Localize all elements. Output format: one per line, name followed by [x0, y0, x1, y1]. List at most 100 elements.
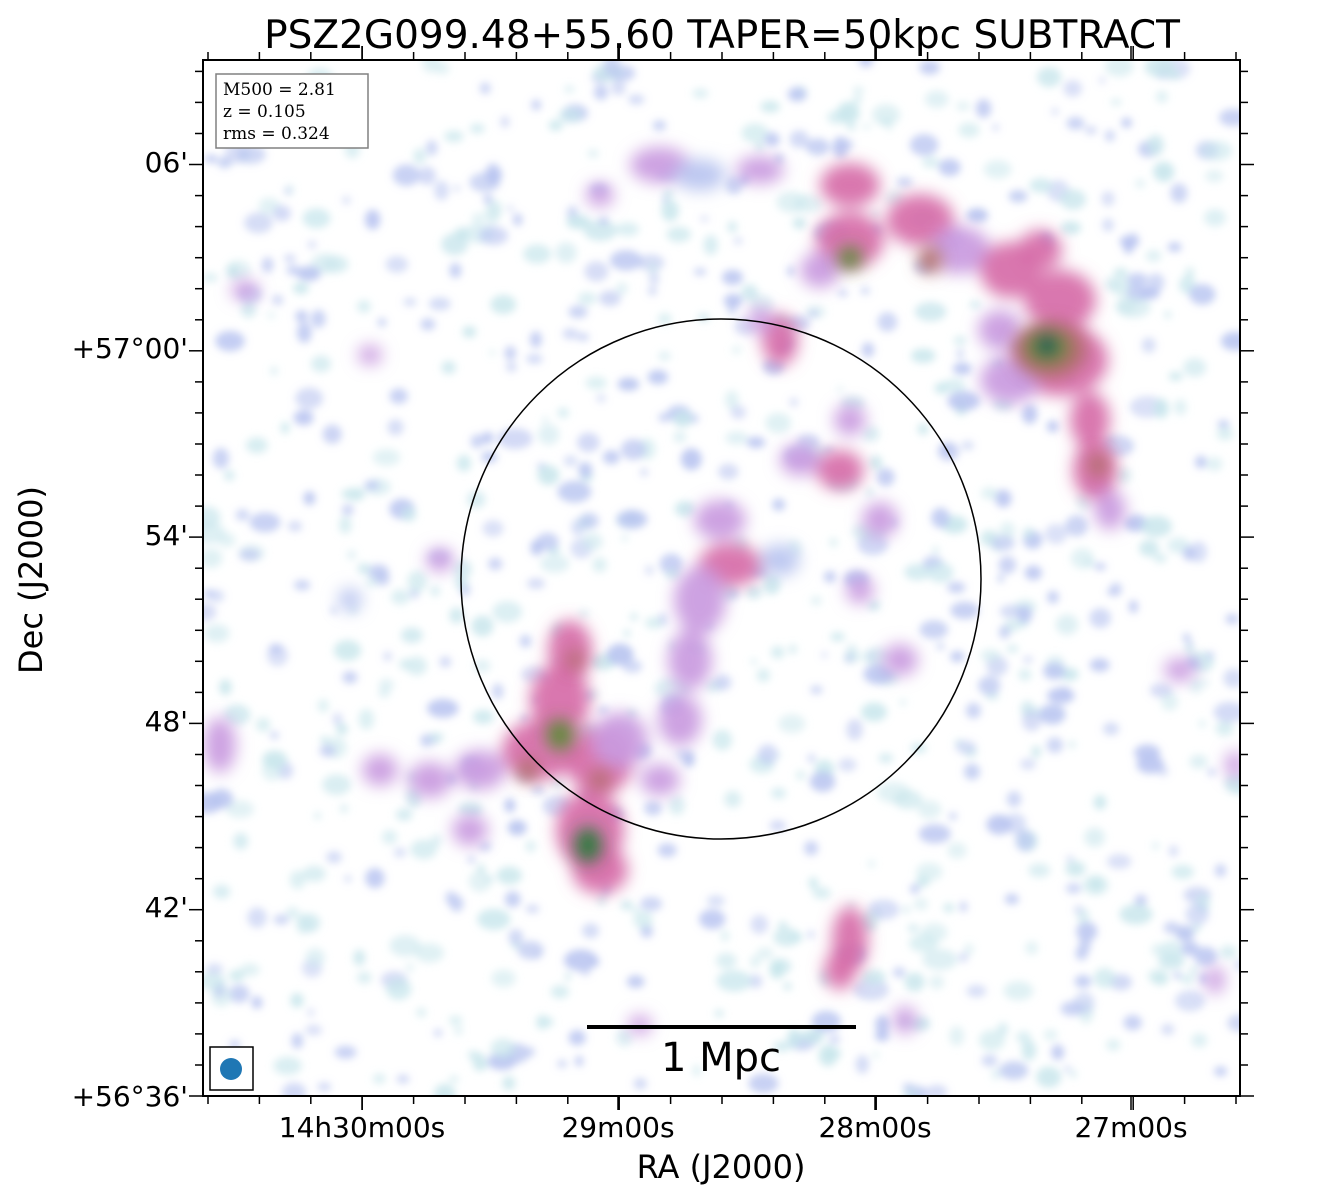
noise-blob — [338, 516, 352, 534]
noise-blob — [597, 706, 609, 714]
noise-blob — [934, 382, 949, 395]
noise-blob — [577, 432, 600, 453]
noise-blob — [504, 798, 516, 813]
noise-blob — [777, 921, 788, 930]
noise-blob — [837, 386, 844, 393]
noise-blob — [808, 309, 819, 318]
noise-blob — [548, 120, 563, 131]
noise-blob — [661, 196, 668, 204]
noise-blob — [462, 326, 477, 338]
emission-peak — [590, 770, 610, 790]
noise-blob — [358, 708, 375, 730]
noise-blob — [280, 421, 290, 434]
noise-blob — [693, 268, 707, 276]
noise-blob — [966, 208, 989, 223]
noise-blob — [477, 863, 485, 874]
x-tick-label: 27m00s — [1074, 1111, 1187, 1144]
noise-blob — [1129, 232, 1138, 241]
noise-blob — [993, 124, 999, 131]
noise-blob — [430, 834, 443, 848]
noise-blob — [666, 226, 692, 243]
noise-blob — [837, 101, 860, 124]
noise-blob — [295, 310, 308, 323]
noise-blob — [261, 759, 283, 781]
noise-blob — [507, 819, 527, 836]
noise-blob — [1022, 710, 1042, 732]
noise-blob — [602, 450, 620, 465]
noise-blob — [844, 650, 862, 663]
noise-blob — [255, 717, 271, 732]
noise-blob — [1183, 546, 1196, 561]
noise-blob — [1144, 60, 1175, 78]
noise-blob — [741, 284, 759, 301]
noise-blob — [712, 729, 733, 751]
emission-blob — [1164, 658, 1196, 682]
emission-blob — [452, 814, 488, 846]
noise-blob — [322, 774, 351, 796]
noise-blob — [479, 226, 509, 246]
emission-peak — [518, 758, 538, 782]
noise-blob — [506, 362, 517, 372]
noise-blob — [615, 1028, 633, 1047]
noise-blob — [1234, 959, 1240, 971]
noise-blob — [267, 644, 288, 667]
noise-blob — [401, 506, 417, 522]
noise-blob — [917, 423, 929, 435]
noise-blob — [1015, 829, 1035, 852]
noise-blob — [577, 609, 590, 618]
noise-blob — [452, 559, 473, 579]
noise-blob — [1023, 656, 1033, 663]
emission-blob — [231, 280, 259, 300]
r500-circle — [460, 318, 982, 840]
noise-blob — [913, 897, 929, 911]
noise-blob — [452, 185, 461, 192]
noise-blob — [396, 1074, 410, 1084]
noise-blob — [492, 683, 504, 700]
noise-blob — [597, 894, 607, 906]
noise-blob — [1008, 190, 1028, 203]
noise-blob — [1225, 613, 1239, 625]
noise-blob — [507, 205, 513, 212]
noise-blob — [205, 963, 224, 975]
noise-blob — [1102, 218, 1114, 232]
noise-blob — [1066, 855, 1074, 863]
noise-blob — [204, 624, 230, 643]
noise-blob — [1063, 1065, 1072, 1073]
emission-blob — [780, 444, 820, 476]
beam-ellipse — [220, 1058, 242, 1080]
noise-blob — [1069, 741, 1076, 748]
info-redshift: z = 0.105 — [223, 102, 306, 122]
noise-blob — [770, 646, 785, 659]
emission-blob — [1070, 392, 1110, 448]
noise-blob — [961, 440, 974, 451]
info-m500: M500 = 2.81 — [223, 80, 336, 100]
noise-blob — [1174, 990, 1206, 1012]
noise-blob — [334, 1045, 357, 1059]
noise-blob — [792, 217, 807, 230]
noise-blob — [1191, 1033, 1208, 1048]
noise-blob — [302, 865, 326, 882]
noise-blob — [658, 351, 671, 361]
noise-blob — [261, 257, 274, 273]
noise-blob — [996, 816, 1007, 824]
noise-blob — [1139, 286, 1160, 300]
noise-blob — [997, 574, 1004, 583]
noise-blob — [456, 454, 472, 472]
noise-blob — [454, 1026, 463, 1035]
noise-blob — [427, 698, 459, 718]
noise-blob — [434, 1029, 442, 1037]
noise-blob — [563, 949, 598, 971]
noise-blob — [703, 234, 718, 256]
noise-blob — [469, 123, 485, 134]
noise-blob — [357, 562, 371, 575]
noise-blob — [1046, 420, 1059, 433]
noise-blob — [853, 86, 864, 94]
noise-blob — [871, 211, 880, 218]
noise-blob — [303, 491, 316, 506]
noise-blob — [949, 1026, 965, 1046]
noise-blob — [454, 227, 469, 241]
noise-blob — [750, 914, 769, 935]
emission-blob — [358, 345, 382, 365]
noise-blob — [916, 875, 930, 888]
noise-blob — [342, 196, 351, 205]
